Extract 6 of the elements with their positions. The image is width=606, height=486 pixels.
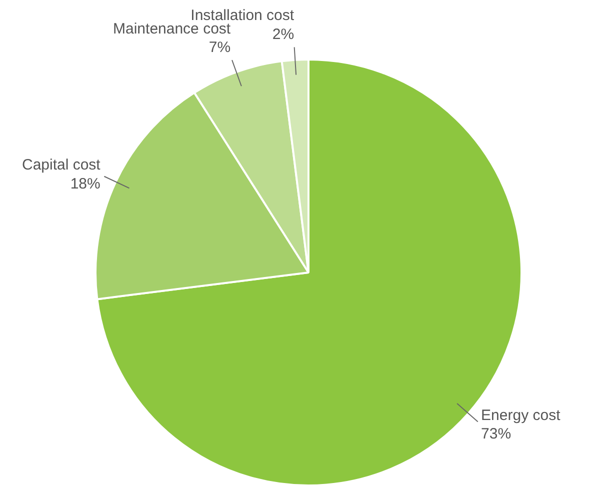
data-label: 2%	[272, 26, 294, 43]
data-label: 18%	[70, 175, 100, 192]
data-label: 7%	[208, 39, 231, 56]
data-label: 73%	[481, 425, 512, 442]
slice-label: Capital cost	[22, 156, 102, 174]
slice-label: Energy cost	[481, 406, 562, 424]
